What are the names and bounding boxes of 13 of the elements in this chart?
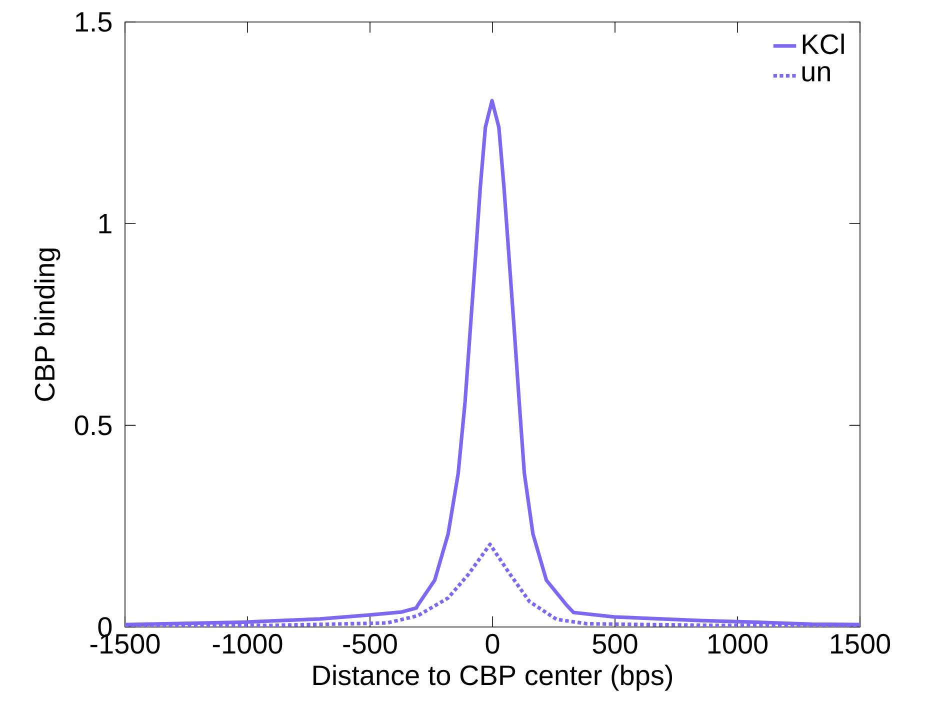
x-tick-label: -500 xyxy=(343,634,397,654)
y-tick-label: 1 xyxy=(99,214,112,234)
x-tick-label: 500 xyxy=(592,634,638,654)
legend-label: KCl xyxy=(802,34,844,54)
x-tick-label: -1000 xyxy=(212,634,282,654)
legend-label: un xyxy=(802,66,830,82)
x-tick-label: 1500 xyxy=(830,634,890,654)
y-tick-label: 0.5 xyxy=(74,415,112,436)
x-tick-label: 0 xyxy=(486,634,500,654)
x-tick-label: 1000 xyxy=(708,634,768,654)
y-axis-title: CBP binding xyxy=(34,248,60,401)
y-tick-label: 1.5 xyxy=(76,12,112,32)
x-axis-title: Distance to CBP center (bps) xyxy=(314,664,672,691)
